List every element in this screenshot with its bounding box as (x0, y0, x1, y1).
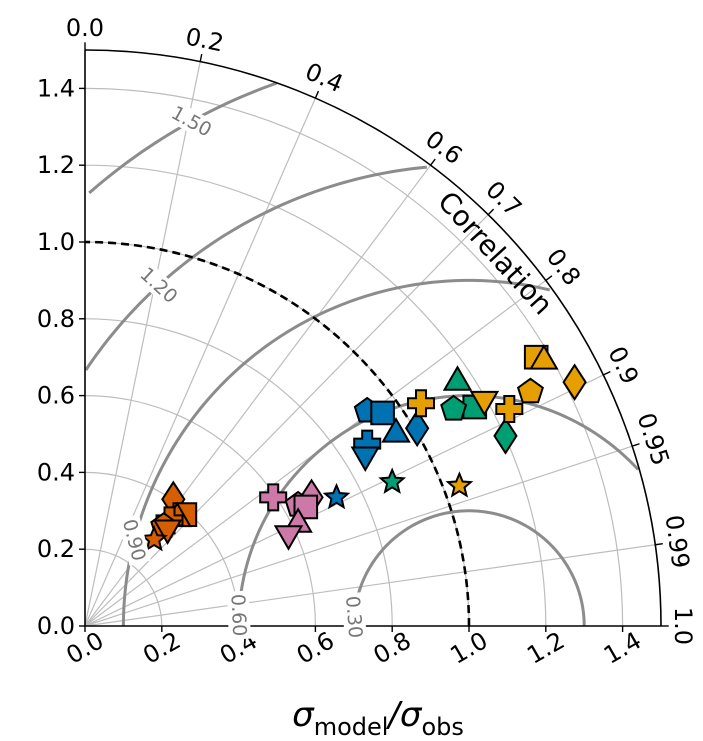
y-tick-label: 1.4 (37, 74, 75, 102)
correlation-tick-mark (545, 275, 553, 281)
marker-triangle-down (350, 446, 381, 472)
marker-triangle-up (442, 365, 473, 391)
correlation-tick-mark (487, 208, 495, 216)
marker-star (378, 467, 407, 494)
correlation-tick-mark (199, 53, 203, 62)
contour-label-bg (226, 590, 251, 640)
correlation-tick-label: 0.4 (301, 57, 347, 98)
marker-star (140, 525, 168, 552)
x-tick-label: 1.4 (599, 626, 646, 669)
rmse-contour (352, 509, 586, 627)
correlation-grid-line (84, 374, 604, 627)
marker-star (445, 471, 474, 498)
marker-triangle-down (273, 525, 304, 551)
rmse-contour (121, 278, 551, 627)
correlation-grid-line (84, 61, 201, 627)
x-tick-label: 1.0 (445, 626, 492, 669)
x-axis-title-sub-model: model (314, 713, 389, 741)
marker-plus (407, 389, 435, 418)
correlation-grid-line (84, 97, 316, 627)
grid-layer (84, 61, 656, 627)
markers (140, 344, 587, 552)
x-axis-title-sep: /σ (385, 695, 422, 735)
std-grid-arc (84, 164, 547, 627)
correlation-grid-line (84, 445, 633, 627)
rmse-contour-label: 0.90 (118, 517, 150, 563)
std-grid-arc (84, 318, 393, 627)
correlation-tick-label: 0.0 (66, 14, 104, 42)
rmse-contour (88, 81, 278, 195)
outer-arc (84, 49, 662, 627)
rmse-contour-label: 0.30 (341, 595, 366, 639)
x-axis-title-sigma: σ (292, 695, 315, 735)
axes-frame (79, 42, 669, 632)
x-tick-label: 0.2 (138, 626, 185, 669)
correlation-tick-mark (430, 158, 436, 166)
correlation-tick-mark (314, 90, 320, 99)
y-tick-label: 0.0 (37, 612, 75, 640)
y-tick-label: 0.4 (37, 458, 75, 486)
marker-diamond (562, 363, 587, 402)
marker-diamond (404, 409, 430, 448)
marker-pentagon (440, 394, 468, 421)
marker-star (322, 482, 351, 510)
std-grid-arc (84, 395, 316, 627)
y-tick-label: 0.2 (37, 535, 75, 563)
correlation-tick-label: 0.9 (602, 342, 644, 389)
std-grid-arc (84, 87, 624, 627)
marker-triangle-up (381, 417, 411, 443)
marker-pentagon (516, 377, 544, 404)
y-tick-label: 0.8 (37, 305, 75, 333)
marker-square (370, 400, 395, 426)
correlation-tick-mark (631, 443, 640, 447)
x-tick-label: 0.6 (292, 626, 339, 669)
y-tick-label: 1.0 (37, 228, 75, 256)
marker-triangle-up (529, 344, 559, 370)
y-tick-label: 0.6 (37, 382, 75, 410)
reference-std-arc (84, 240, 471, 627)
contour-label-bg (133, 260, 185, 310)
correlation-tick-label: 0.2 (183, 22, 226, 57)
correlation-tick-label: 1.0 (669, 607, 697, 645)
contour-label-bg (165, 100, 218, 143)
correlation-grid-line (84, 544, 656, 627)
marker-triangle-down (152, 519, 183, 545)
y-tick-label: 1.2 (37, 151, 75, 179)
x-tick-label: 1.2 (522, 626, 569, 669)
x-tick-label: 0.8 (369, 626, 416, 669)
rmse-contour (84, 165, 427, 371)
correlation-tick-label: 0.99 (660, 513, 695, 570)
contour-label-bg (341, 592, 368, 642)
x-axis-title: σmodel/σobs (292, 695, 464, 741)
correlation-tick-mark (603, 370, 611, 376)
correlation-tick-mark (655, 542, 663, 546)
correlation-tick-label: 0.95 (632, 409, 675, 469)
marker-plus (495, 395, 524, 423)
marker-diamond (493, 417, 518, 455)
x-axis-title-sub-obs: obs (421, 713, 463, 741)
marker-plus (259, 483, 288, 512)
rmse-contour-label: 0.60 (226, 594, 250, 637)
marker-triangle-down (469, 390, 500, 417)
contour-label-bg (117, 514, 151, 567)
